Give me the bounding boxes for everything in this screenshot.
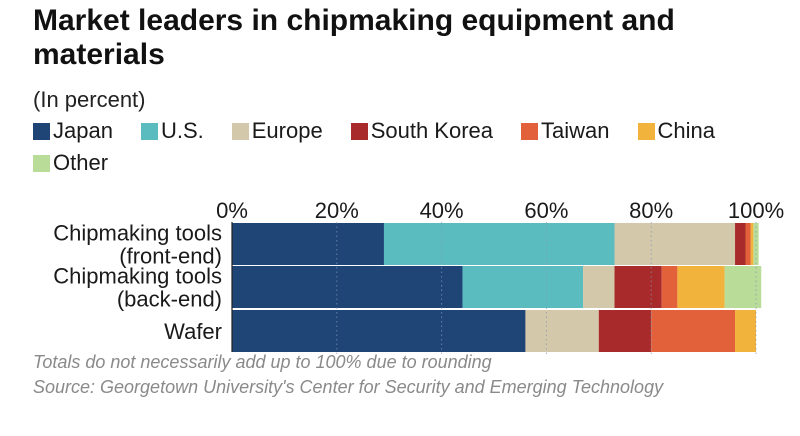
legend-swatch (33, 122, 50, 140)
legend-item: South Korea (350, 118, 494, 144)
legend-swatch (33, 154, 50, 172)
bar-segment (232, 310, 526, 352)
chart-subtitle: (In percent) (33, 87, 146, 112)
bar-segment (232, 266, 463, 308)
bar-segment (462, 266, 584, 308)
category-label: (back-end) (117, 287, 222, 312)
bar-segment (735, 223, 746, 265)
x-tick-label: 20% (315, 198, 359, 223)
category-label: Chipmaking tools (53, 264, 222, 289)
bar-segment (651, 310, 736, 352)
bar-segment (598, 310, 652, 352)
x-tick-label: 60% (524, 198, 568, 223)
chart-title: Market leaders in chipmaking equipment a… (33, 4, 675, 71)
legend: Japan U.S. Europe South Korea Taiwan China Oth… (33, 118, 793, 176)
legend-label: U.S. (160, 118, 204, 143)
legend-label: Europe (251, 118, 323, 143)
x-tick-label: 100% (728, 198, 784, 223)
legend-label: China (657, 118, 715, 143)
legend-label: Taiwan (541, 118, 610, 143)
bar-segment (232, 223, 384, 265)
legend-item: China (637, 118, 715, 144)
legend-label: Other (53, 150, 109, 175)
category-label: Wafer (164, 319, 222, 344)
category-label: (front-end) (119, 244, 222, 269)
bar-segment (753, 223, 759, 265)
bar-segment (745, 223, 751, 265)
legend-item: Other (33, 150, 108, 176)
legend-item: Taiwan (521, 118, 610, 144)
bar-segment (583, 266, 615, 308)
legend-item: Europe (231, 118, 323, 144)
bar-segment (735, 310, 756, 352)
legend-swatch (637, 122, 655, 140)
legend-swatch (231, 122, 249, 140)
legend-item: U.S. (140, 118, 204, 144)
bar-segment (724, 266, 762, 308)
bar-segment (614, 223, 736, 265)
category-label: Chipmaking tools (53, 221, 222, 246)
x-tick-label: 80% (629, 198, 673, 223)
legend-item: Japan (33, 118, 113, 144)
bar-segment (525, 310, 599, 352)
legend-swatch (350, 122, 368, 140)
legend-label: South Korea (370, 118, 494, 143)
bar-segment (677, 266, 725, 308)
bar-segment (383, 223, 615, 265)
bar-segment (614, 266, 662, 308)
legend-swatch (521, 122, 539, 140)
x-tick-label: 0% (216, 198, 248, 223)
bar-segment (750, 223, 754, 265)
legend-swatch (140, 122, 158, 140)
x-tick-label: 40% (420, 198, 464, 223)
source-note: Source: Georgetown University's Center f… (33, 377, 664, 397)
footnote: Totals do not necessarily add up to 100%… (33, 352, 492, 372)
legend-label: Japan (53, 118, 113, 143)
bar-segment (661, 266, 678, 308)
